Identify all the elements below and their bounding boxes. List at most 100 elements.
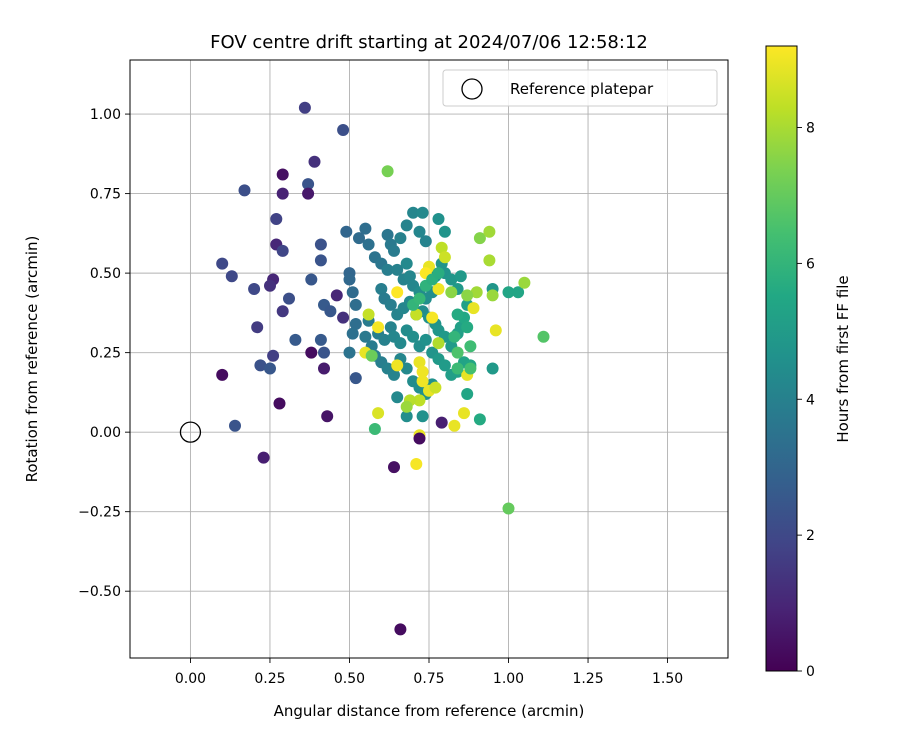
legend-box — [442, 69, 718, 107]
data-point — [314, 333, 327, 346]
data-point — [273, 397, 286, 410]
data-point — [400, 219, 413, 232]
data-point — [413, 292, 426, 305]
y-tick-label: 0.50 — [90, 266, 121, 282]
data-point — [448, 419, 461, 432]
data-point — [349, 318, 362, 330]
data-point — [324, 305, 337, 318]
data-point — [410, 308, 423, 321]
data-point — [400, 257, 413, 270]
data-point — [400, 410, 413, 423]
data-point — [378, 333, 391, 346]
data-point — [461, 388, 474, 400]
data-point — [410, 458, 423, 470]
x-tick-label: 1.00 — [493, 671, 524, 687]
grid-lines — [130, 60, 728, 658]
data-point — [349, 372, 362, 385]
chart-title: FOV centre drift starting at 2024/07/06 … — [210, 32, 648, 53]
data-point — [368, 423, 381, 435]
data-point — [407, 330, 420, 343]
data-point — [391, 391, 404, 404]
data-point — [467, 302, 480, 315]
data-point — [451, 346, 464, 359]
data-point — [346, 327, 359, 340]
data-point — [394, 337, 407, 350]
x-tick-label: 0.50 — [334, 671, 365, 687]
data-point — [407, 206, 420, 219]
data-point — [438, 359, 451, 372]
data-point — [302, 187, 315, 200]
colorbar-tick-label: 0 — [806, 664, 815, 680]
data-point — [343, 346, 356, 359]
data-point — [391, 263, 404, 276]
data-point — [381, 263, 394, 276]
data-point — [391, 359, 404, 372]
data-point — [270, 213, 283, 225]
data-point — [305, 346, 318, 359]
data-point — [416, 375, 429, 388]
data-point — [314, 254, 327, 267]
data-point — [318, 362, 330, 375]
data-point — [435, 241, 448, 254]
data-point — [375, 283, 388, 295]
y-tick-label: −0.50 — [78, 584, 121, 600]
data-point — [381, 165, 394, 178]
data-point — [302, 178, 315, 191]
data-point — [419, 333, 432, 346]
data-point — [451, 362, 464, 375]
data-point — [400, 362, 413, 375]
data-point — [432, 213, 445, 225]
data-point — [432, 267, 445, 280]
data-point — [537, 330, 550, 343]
data-point — [264, 279, 276, 292]
data-point — [461, 321, 474, 334]
data-point — [388, 461, 400, 474]
reference-marker-group — [179, 421, 202, 443]
data-point — [362, 238, 375, 251]
data-point — [416, 410, 429, 423]
data-point — [489, 324, 502, 337]
data-point — [229, 419, 241, 432]
data-point — [473, 232, 486, 245]
data-point — [225, 270, 238, 283]
data-point — [473, 413, 486, 426]
colorbar-ticks: 0 2 4 6 8 — [797, 121, 815, 680]
data-points — [216, 101, 550, 636]
data-point — [458, 407, 470, 420]
data-point — [321, 410, 334, 423]
data-point — [400, 400, 413, 413]
data-point — [512, 286, 525, 299]
data-point — [254, 359, 267, 372]
x-tick-label: 1.25 — [572, 671, 603, 687]
x-tick-label: 0.25 — [254, 671, 285, 687]
y-axis-ticks: −0.50 −0.25 0.00 0.25 0.50 0.75 1.00 — [78, 107, 130, 600]
data-point — [216, 257, 229, 270]
y-tick-label: 1.00 — [90, 107, 121, 123]
data-point — [384, 298, 397, 311]
data-point — [289, 333, 302, 346]
data-point — [413, 225, 426, 238]
data-point — [330, 289, 343, 302]
data-point — [438, 251, 451, 264]
legend-label: Reference platepar — [510, 80, 654, 98]
data-point — [248, 283, 261, 295]
data-point — [372, 407, 385, 420]
data-point — [298, 101, 311, 114]
y-tick-label: 0.75 — [90, 187, 121, 203]
data-point — [349, 298, 362, 311]
data-point — [502, 502, 515, 515]
x-tick-label: 0.00 — [175, 671, 206, 687]
data-point — [429, 381, 442, 394]
colorbar-label: Hours from first FF file — [834, 275, 852, 442]
data-point — [388, 244, 400, 257]
data-point — [403, 270, 416, 283]
data-point — [283, 292, 295, 305]
legend: Reference platepar — [442, 69, 718, 107]
data-point — [257, 451, 270, 464]
data-point — [318, 346, 330, 359]
data-point — [340, 225, 353, 238]
data-point — [216, 368, 229, 381]
data-point — [435, 416, 448, 429]
data-point — [365, 349, 378, 362]
